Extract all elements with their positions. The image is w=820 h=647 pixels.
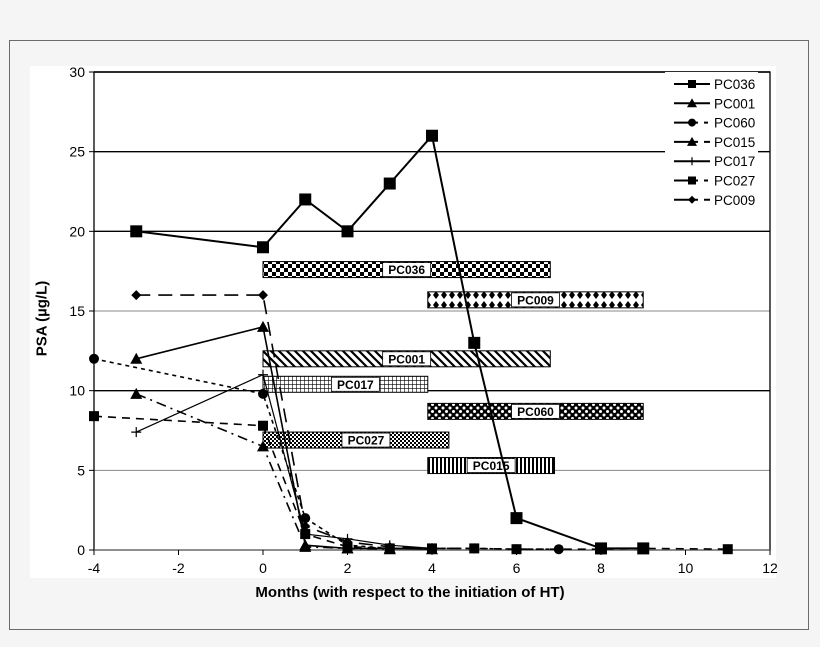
y-tick-label: 30 [69,64,85,80]
bar-label: PC060 [517,405,554,419]
treatment-bar-pc015: PC015 [427,457,556,475]
bar-label: PC009 [517,293,554,307]
x-tick-label: -4 [88,560,101,576]
x-tick-label: 4 [428,560,436,576]
legend-label: PC060 [714,116,755,131]
legend-item-pc017: PC017 [674,154,755,169]
x-tick-label: 0 [259,560,267,576]
x-tick-label: 12 [762,560,778,576]
treatment-bar-pc009: PC009 [427,291,644,309]
legend-item-pc036: PC036 [674,77,755,92]
treatment-bar-pc017: PC017 [262,375,429,393]
treatment-bar-pc060: PC060 [427,402,644,420]
x-axis-label: Months (with respect to the initiation o… [255,584,565,601]
treatment-bar-pc036: PC036 [262,261,551,279]
series-pc015 [130,387,396,555]
series-pc009 [131,290,480,554]
y-tick-label: 10 [69,383,85,399]
x-tick-label: 2 [344,560,352,576]
legend-item-pc009: PC009 [674,193,755,208]
bar-label: PC015 [473,459,510,473]
series-pc017 [131,369,437,554]
legend-item-pc001: PC001 [674,96,755,111]
legend-label: PC015 [714,135,755,150]
legend-label: PC017 [714,154,755,169]
legend-label: PC027 [714,174,755,189]
series-pc036 [130,129,650,555]
bar-label: PC036 [388,263,425,277]
legend-label: PC001 [714,96,755,111]
bar-label: PC027 [348,434,385,448]
x-tick-label: -2 [172,560,185,576]
y-tick-label: 25 [69,144,85,160]
legend-label: PC036 [714,77,755,92]
y-tick-label: 15 [69,303,85,319]
bar-label: PC017 [337,378,374,392]
bar-label: PC001 [388,352,425,366]
treatment-bar-pc027: PC027 [262,431,450,449]
x-tick-label: 10 [678,560,694,576]
y-tick-label: 5 [77,462,85,478]
legend-item-pc060: PC060 [674,116,755,131]
x-tick-label: 6 [513,560,521,576]
legend-item-pc027: PC027 [674,174,755,189]
legend-item-pc015: PC015 [674,135,755,150]
x-tick-label: 8 [597,560,605,576]
treatment-bar-pc001: PC001 [262,350,551,368]
legend-label: PC009 [714,193,755,208]
y-axis-label: PSA (µg/L) [33,280,51,357]
y-tick-label: 0 [77,542,85,558]
y-tick-label: 20 [69,223,85,239]
